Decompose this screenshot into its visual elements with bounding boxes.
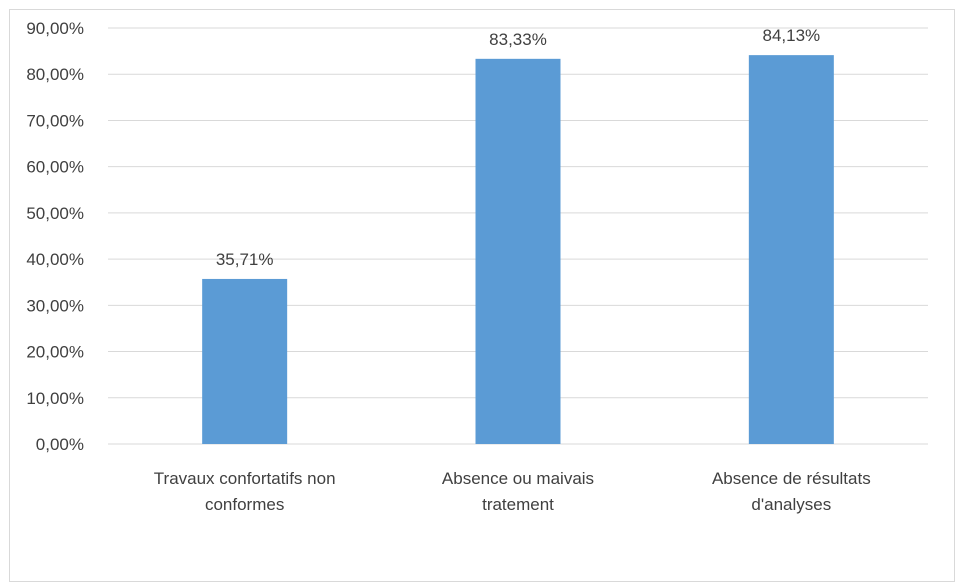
data-label: 35,71% — [216, 250, 274, 269]
y-tick-label: 60,00% — [26, 158, 84, 177]
bar — [475, 58, 561, 444]
category-label: Travaux confortatifs non — [154, 469, 336, 488]
y-tick-label: 90,00% — [26, 19, 84, 38]
bars — [202, 55, 834, 444]
category-label: d'analyses — [751, 495, 831, 514]
bar — [202, 278, 288, 444]
y-tick-label: 50,00% — [26, 204, 84, 223]
y-tick-label: 10,00% — [26, 389, 84, 408]
category-label: conformes — [205, 495, 284, 514]
category-labels: Travaux confortatifs non conformes Absence… — [154, 469, 871, 514]
y-tick-label: 80,00% — [26, 65, 84, 84]
y-tick-label: 30,00% — [26, 296, 84, 315]
bar — [748, 55, 834, 444]
data-label: 83,33% — [489, 30, 547, 49]
category-label: Absence de résultats — [712, 469, 871, 488]
y-axis-tick-labels: 0,00% 10,00% 20,00% 30,00% 40,00% 50,00% 60,00… — [26, 19, 84, 454]
y-tick-label: 0,00% — [36, 435, 84, 454]
y-tick-label: 40,00% — [26, 250, 84, 269]
data-label: 84,13% — [762, 26, 820, 45]
category-label: tratement — [482, 495, 554, 514]
y-tick-label: 20,00% — [26, 343, 84, 362]
data-labels: 35,71% 83,33% 84,13% — [216, 26, 820, 269]
category-label: Absence ou maivais — [442, 469, 594, 488]
y-tick-label: 70,00% — [26, 111, 84, 130]
